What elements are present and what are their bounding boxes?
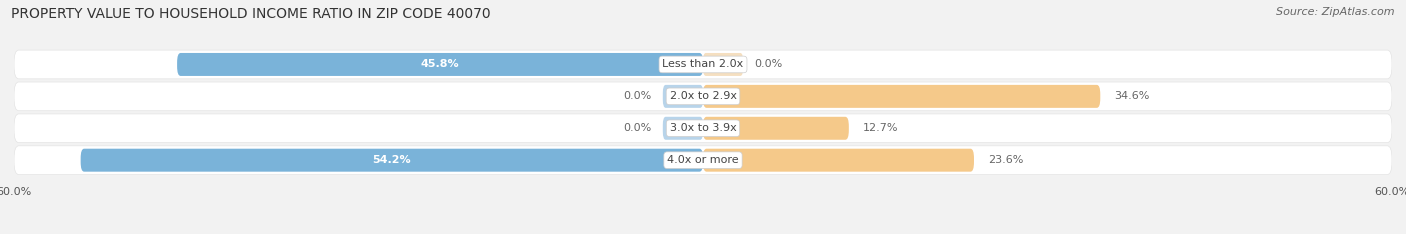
Text: 3.0x to 3.9x: 3.0x to 3.9x: [669, 123, 737, 133]
Text: Less than 2.0x: Less than 2.0x: [662, 59, 744, 69]
FancyBboxPatch shape: [662, 85, 703, 108]
FancyBboxPatch shape: [14, 50, 1392, 79]
Text: 45.8%: 45.8%: [420, 59, 460, 69]
Text: 34.6%: 34.6%: [1114, 91, 1150, 101]
Text: 2.0x to 2.9x: 2.0x to 2.9x: [669, 91, 737, 101]
Text: Source: ZipAtlas.com: Source: ZipAtlas.com: [1277, 7, 1395, 17]
Text: 23.6%: 23.6%: [988, 155, 1024, 165]
FancyBboxPatch shape: [703, 117, 849, 140]
FancyBboxPatch shape: [703, 85, 1101, 108]
Text: 12.7%: 12.7%: [863, 123, 898, 133]
FancyBboxPatch shape: [703, 149, 974, 172]
FancyBboxPatch shape: [177, 53, 703, 76]
FancyBboxPatch shape: [14, 146, 1392, 175]
FancyBboxPatch shape: [662, 117, 703, 140]
Text: PROPERTY VALUE TO HOUSEHOLD INCOME RATIO IN ZIP CODE 40070: PROPERTY VALUE TO HOUSEHOLD INCOME RATIO…: [11, 7, 491, 21]
Text: 4.0x or more: 4.0x or more: [668, 155, 738, 165]
Text: 0.0%: 0.0%: [623, 123, 651, 133]
FancyBboxPatch shape: [14, 114, 1392, 143]
FancyBboxPatch shape: [703, 53, 744, 76]
Text: 0.0%: 0.0%: [755, 59, 783, 69]
FancyBboxPatch shape: [14, 82, 1392, 111]
FancyBboxPatch shape: [80, 149, 703, 172]
Text: 54.2%: 54.2%: [373, 155, 411, 165]
Text: 0.0%: 0.0%: [623, 91, 651, 101]
